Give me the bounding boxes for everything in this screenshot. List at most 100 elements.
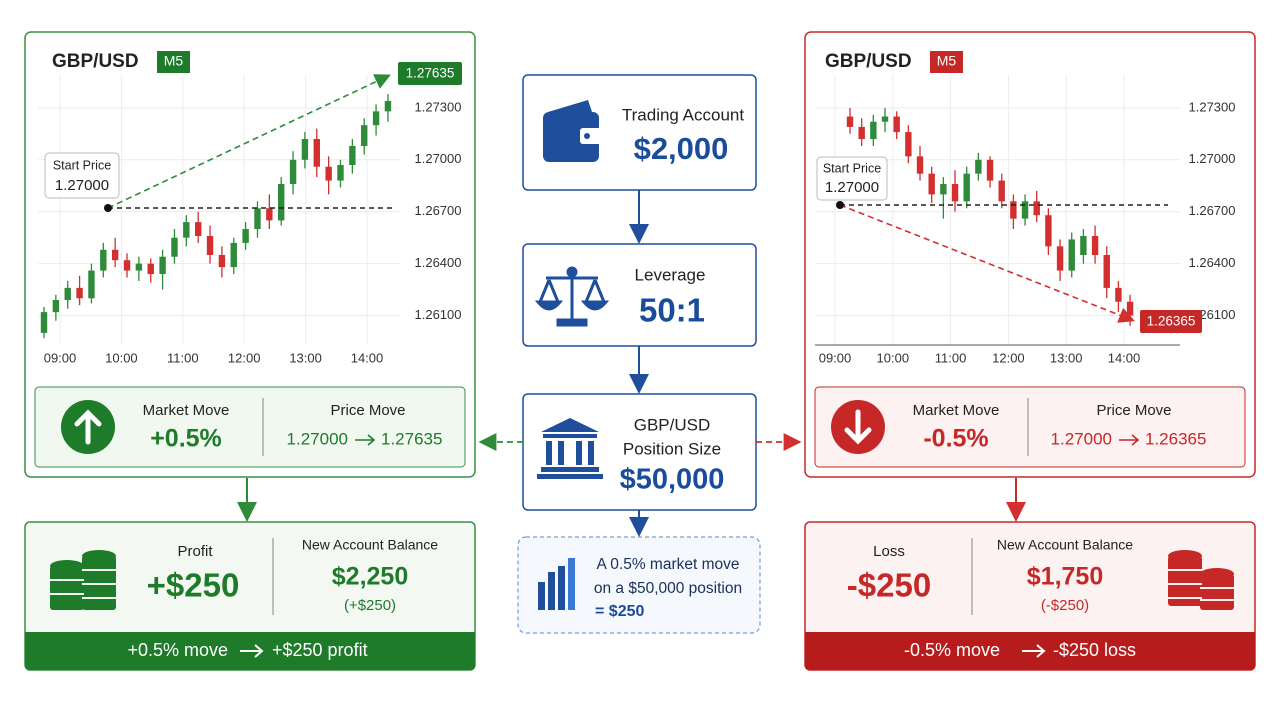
candle-body <box>218 255 226 268</box>
arrow <box>240 644 264 658</box>
candle-body <box>242 229 249 243</box>
candle-body <box>254 208 261 230</box>
x-tick-label: 10:00 <box>877 350 910 365</box>
x-tick-label: 10:00 <box>105 350 138 365</box>
note-line: A 0.5% market move <box>596 556 739 573</box>
coins-icon <box>1168 550 1234 610</box>
candle-body <box>1045 215 1052 247</box>
move-value: -0.5% <box>923 425 988 453</box>
candle-body <box>870 121 877 140</box>
timeframe-badge <box>157 51 190 73</box>
candle-body <box>76 287 83 299</box>
candle-body <box>266 208 273 221</box>
candle-body <box>998 180 1005 202</box>
candle-body <box>372 111 380 126</box>
move-label: Market Move <box>143 402 230 419</box>
candle-body <box>40 312 48 333</box>
candle-body <box>846 116 854 127</box>
banner-move: -0.5% move <box>904 640 1000 660</box>
x-tick-label: 12:00 <box>228 350 261 365</box>
start-dot <box>836 201 844 209</box>
price-from: 1.27000 <box>287 429 348 448</box>
result-value: +$250 <box>147 567 240 604</box>
candle-body <box>928 173 935 195</box>
result-value: -$250 <box>847 567 931 604</box>
candle-body <box>1010 201 1017 219</box>
y-tick-label: 1.26700 <box>1189 203 1236 218</box>
price-to: 1.26365 <box>1145 429 1206 448</box>
candle-body <box>349 145 356 165</box>
candle-body <box>301 139 309 160</box>
start-label: Start Price <box>823 161 881 175</box>
y-tick-label: 1.26400 <box>415 255 462 270</box>
balance-change: (-$250) <box>1041 597 1089 614</box>
note-result: = $250 <box>595 603 644 620</box>
balance: $1,750 <box>1027 563 1103 591</box>
candle-body <box>123 260 131 271</box>
candle-body <box>194 222 202 236</box>
start-price: 1.27000 <box>55 177 109 194</box>
start-price: 1.27000 <box>825 179 879 196</box>
candle-body <box>88 270 95 299</box>
timeframe: M5 <box>937 53 957 69</box>
account-label: Trading Account <box>622 105 744 124</box>
candle-body <box>64 287 71 300</box>
x-tick-label: 09:00 <box>819 350 852 365</box>
balance: $2,250 <box>332 563 408 591</box>
candle-body <box>147 263 154 275</box>
candle-body <box>916 156 924 174</box>
trend-arrow <box>839 204 1135 323</box>
candle-body <box>183 222 190 238</box>
price-from: 1.27000 <box>1051 429 1112 448</box>
x-tick-label: 11:00 <box>167 350 199 365</box>
candle-body <box>986 159 994 181</box>
coins-icon <box>50 550 116 610</box>
arrow <box>355 434 376 446</box>
x-tick-label: 12:00 <box>992 350 1025 365</box>
candle-body <box>206 235 214 255</box>
candle-body <box>940 184 947 195</box>
pair-title: GBP/USD <box>52 51 139 72</box>
down-arrow <box>844 409 872 445</box>
center-flow: Trading Account $2,000 Leverage 50:1 GBP… <box>478 74 802 634</box>
start-callout <box>816 156 888 201</box>
candle-body <box>278 184 285 221</box>
x-tick-label: 13:00 <box>289 350 322 365</box>
candle-body <box>975 159 982 174</box>
leverage-label: Leverage <box>635 265 706 284</box>
candle-body <box>337 165 344 181</box>
y-tick-label: 1.26700 <box>415 203 462 218</box>
y-tick-label: 1.26400 <box>1189 255 1236 270</box>
end-badge <box>1140 310 1202 333</box>
candle-body <box>893 116 900 133</box>
left-panel: GBP/USD M5 09:00 10:00 11:00 12:00 13:00 14:0… <box>24 31 476 671</box>
candle-body <box>1021 201 1029 219</box>
balance-label: New Account Balance <box>997 537 1133 553</box>
position-value: $50,000 <box>620 464 725 496</box>
note-box <box>517 536 761 634</box>
candle-body <box>230 242 237 268</box>
candle-body <box>1115 287 1122 302</box>
timeframe-badge <box>930 51 963 73</box>
x-tick-label: 11:00 <box>935 350 967 365</box>
candle-body <box>289 159 297 185</box>
candle-body <box>1080 235 1087 255</box>
balance-label: New Account Balance <box>302 537 438 553</box>
end-badge <box>398 62 462 85</box>
up-arrow <box>74 409 102 445</box>
y-tick-label: 1.26100 <box>415 307 462 322</box>
position-label: GBP/USD <box>634 415 711 434</box>
candle-body <box>1091 235 1099 255</box>
candle-body <box>905 132 912 157</box>
end-price: 1.26365 <box>1147 314 1196 329</box>
start-callout <box>44 152 120 199</box>
candle-body <box>135 263 143 271</box>
candle-body <box>361 125 368 146</box>
candle-body <box>159 256 166 275</box>
start-label: Start Price <box>53 158 111 172</box>
x-tick-label: 13:00 <box>1050 350 1083 365</box>
leverage-value: 50:1 <box>639 292 705 329</box>
result-label: Loss <box>873 543 905 560</box>
candle-body <box>1126 301 1134 316</box>
note-line: on a $50,000 position <box>594 580 742 597</box>
